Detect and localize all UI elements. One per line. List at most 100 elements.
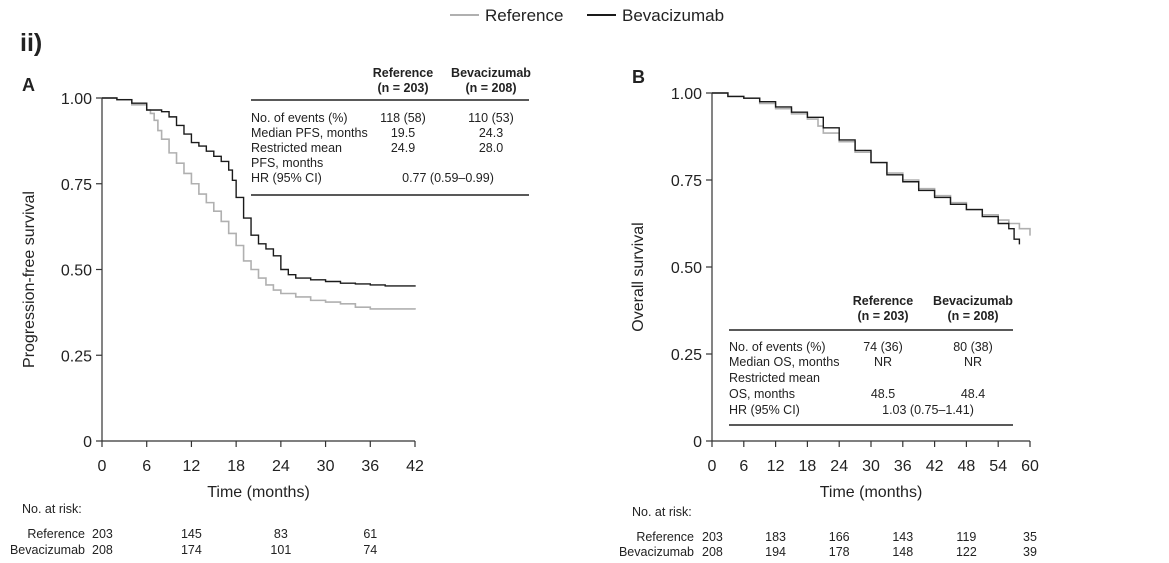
at-risk-count: 203 [92,527,113,541]
table-cell-reference: 19.5 [391,126,415,140]
at-risk-count: 203 [702,530,723,544]
y-tick-label: 0 [693,434,702,451]
at-risk-count: 101 [270,543,291,557]
table-row-label: HR (95% CI) [251,171,322,185]
x-tick-label: 0 [98,458,107,475]
table-col-header: Bevacizumab [451,66,531,80]
table-cell-bevacizumab: 110 (53) [468,111,514,125]
at-risk-count: 145 [181,527,202,541]
at-risk-count: 166 [829,530,850,544]
x-tick-label: 54 [989,458,1007,475]
x-axis-title: Time (months) [820,484,923,501]
at-risk-count: 143 [892,530,913,544]
at-risk-title: No. at risk: [632,505,692,519]
at-risk-count: 39 [1023,545,1037,559]
x-tick-label: 60 [1021,458,1039,475]
series-line-reference [102,97,416,310]
table-cell-bevacizumab: 80 (38) [953,340,993,354]
at-risk-table: No. at risk: Reference 203 183 166 143 119 35 Be… [619,505,1037,559]
y-axis-title: Progression-free survival [21,191,38,368]
figure-label: ii) [20,29,42,57]
table-col-header: Reference [373,66,433,80]
table-col-header: (n = 203) [377,81,428,95]
x-tick-label: 12 [183,458,201,475]
x-tick-label: 36 [361,458,379,475]
at-risk-count: 61 [363,527,377,541]
at-risk-count: 83 [274,527,288,541]
table-col-header: Bevacizumab [933,294,1013,308]
x-tick-label: 6 [142,458,151,475]
x-tick-label: 42 [406,458,424,475]
at-risk-count: 148 [892,545,913,559]
table-cell-reference: 118 (58) [380,111,426,125]
panel-label: A [22,75,35,95]
at-risk-count: 119 [956,530,976,544]
table-row-label: No. of events (%) [251,111,348,125]
at-risk-count: 35 [1023,530,1037,544]
x-tick-label: 42 [926,458,944,475]
stats-table: Reference(n = 203) Bevacizumab(n = 208) No… [729,294,1013,426]
at-risk-count: 208 [92,543,113,557]
y-tick-label: 0.75 [61,177,92,194]
y-tick-label: 0.75 [671,173,702,190]
legend-label-bevacizumab: Bevacizumab [622,6,724,25]
x-tick-label: 6 [739,458,748,475]
y-axis-title: Overall survival [630,222,647,331]
at-risk-row-label: Reference [27,527,85,541]
table-cell-reference: 48.5 [871,387,895,401]
table-col-header: (n = 203) [857,309,908,323]
table-row-label: PFS, months [251,156,323,170]
x-tick-label: 18 [799,458,817,475]
x-tick-label: 30 [862,458,880,475]
x-tick-label: 12 [767,458,785,475]
x-tick-label: 30 [317,458,335,475]
at-risk-row-label: Bevacizumab [10,543,85,557]
x-tick-label: 24 [272,458,290,475]
panel-label: B [632,67,645,87]
y-tick-label: 0.50 [671,260,702,277]
series-line-bevacizumab [102,97,416,287]
y-tick-label: 1.00 [61,91,92,108]
table-col-header: (n = 208) [465,81,516,95]
y-tick-label: 0 [83,434,92,451]
panel-b: B 0 0.25 0.50 0.75 1.00 0 6 12 18 24 30 36 42 48 54 60 Ti… [619,67,1039,559]
table-row-label: Restricted mean [251,141,342,155]
at-risk-count: 178 [829,545,850,559]
x-tick-label: 0 [708,458,717,475]
table-cell-reference: NR [874,355,892,369]
at-risk-count: 194 [765,545,786,559]
x-axis-title: Time (months) [207,484,310,501]
panel-a: A 0 0.25 0.50 0.75 1.00 0 6 12 18 24 30 36 42 Time (mo… [10,66,531,557]
at-risk-count: 122 [956,545,977,559]
at-risk-row-label: Bevacizumab [619,545,694,559]
series-line-bevacizumab [712,92,1021,245]
figure-legend: Reference Bevacizumab [450,6,724,25]
table-col-header: (n = 208) [947,309,998,323]
y-tick-label: 0.50 [61,263,92,280]
at-risk-count: 183 [765,530,786,544]
legend-label-reference: Reference [485,6,563,25]
table-row-label: HR (95% CI) [729,403,800,417]
table-row-label: OS, months [729,387,795,401]
table-row-label: Restricted mean [729,371,820,385]
at-risk-title: No. at risk: [22,502,82,516]
table-row-label: Median OS, months [729,355,839,369]
table-cell-reference: 74 (36) [863,340,903,354]
table-cell-bevacizumab: 24.3 [479,126,503,140]
at-risk-count: 74 [363,543,377,557]
x-tick-label: 18 [227,458,245,475]
table-cell-reference: 24.9 [391,141,415,155]
at-risk-count: 174 [181,543,202,557]
table-row-label: Median PFS, months [251,126,368,140]
x-tick-label: 24 [830,458,848,475]
y-tick-label: 0.25 [61,348,92,365]
x-tick-label: 36 [894,458,912,475]
table-cell-bevacizumab: 48.4 [961,387,985,401]
table-row-label: No. of events (%) [729,340,826,354]
stats-table: Reference(n = 203) Bevacizumab(n = 208) No… [251,66,531,196]
y-tick-label: 0.25 [671,347,702,364]
table-cell-bevacizumab: 28.0 [479,141,503,155]
table-hr-value: 1.03 (0.75–1.41) [882,403,974,417]
at-risk-count: 208 [702,545,723,559]
